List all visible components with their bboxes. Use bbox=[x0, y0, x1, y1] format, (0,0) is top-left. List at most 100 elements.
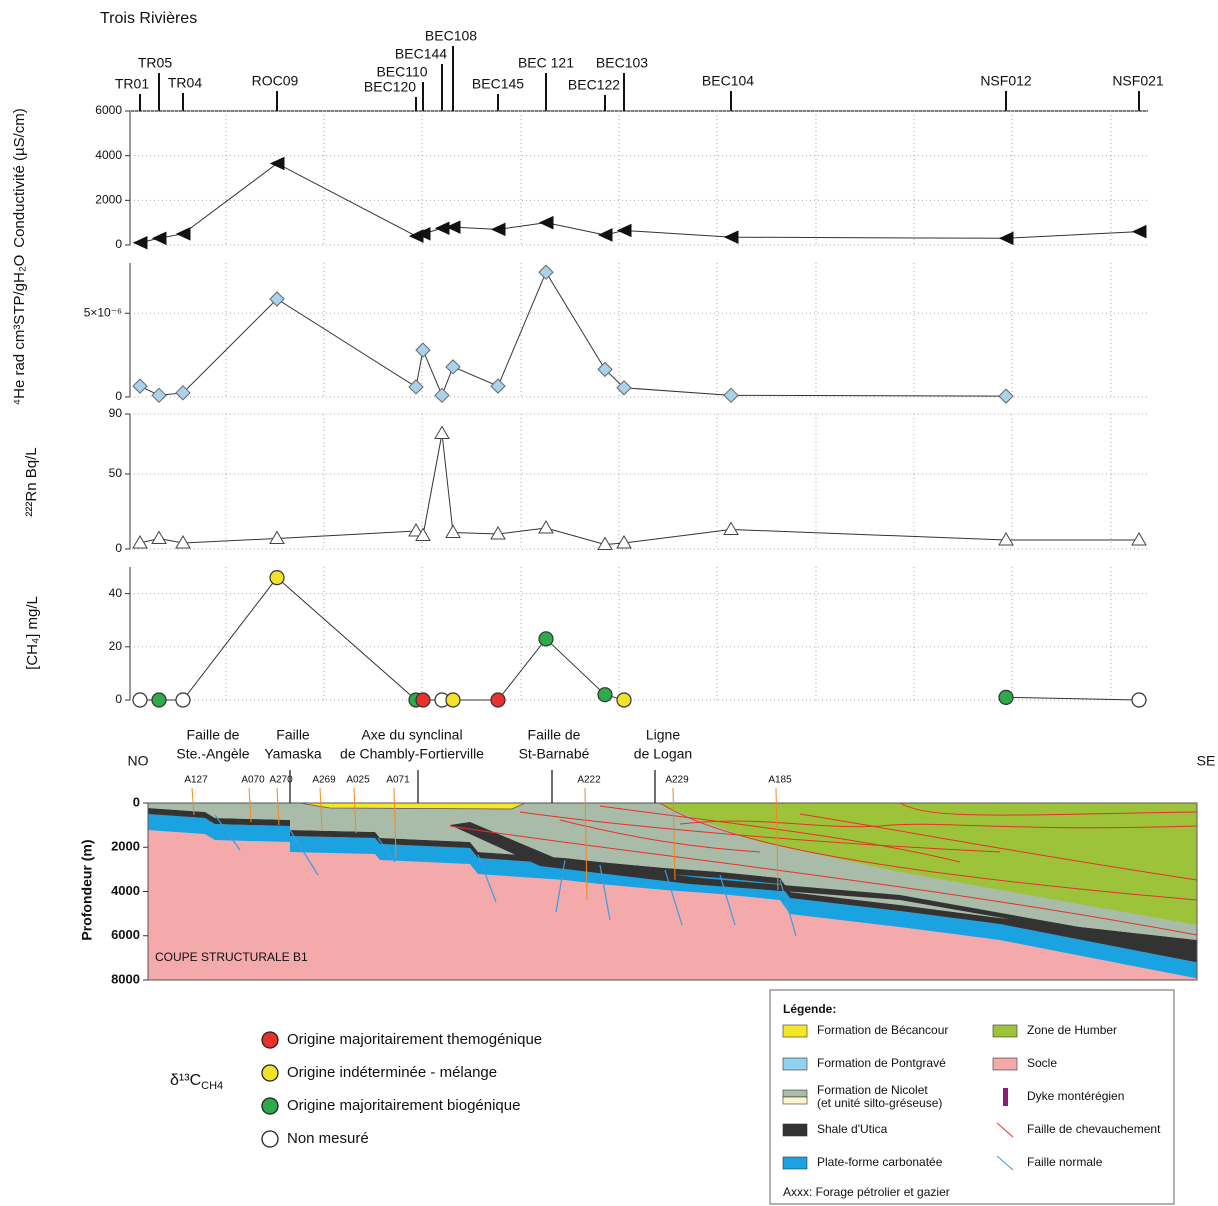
fault-label: St-Barnabé bbox=[519, 746, 590, 762]
well-label: BEC122 bbox=[568, 77, 620, 93]
y-tick-label: 4000 bbox=[95, 148, 122, 162]
thrust-fault bbox=[659, 802, 1198, 901]
marker bbox=[723, 387, 739, 404]
well-label: NSF021 bbox=[1112, 73, 1164, 89]
legend-title: Légende: bbox=[783, 1002, 836, 1016]
normal-fault bbox=[477, 854, 497, 903]
well-label: TR01 bbox=[115, 76, 149, 92]
marker bbox=[616, 223, 632, 238]
series-line bbox=[139, 271, 1007, 397]
marker bbox=[445, 692, 461, 708]
legend-swatch bbox=[261, 1130, 279, 1148]
panel: 0 20 40 [CH₄] mg/L bbox=[24, 567, 1148, 708]
legend-label: Zone de Humber bbox=[1027, 1023, 1117, 1037]
well-label: A270 bbox=[269, 775, 293, 786]
marker bbox=[269, 156, 285, 171]
marker bbox=[490, 378, 506, 394]
marker bbox=[132, 378, 148, 394]
marker bbox=[1131, 692, 1147, 708]
marker bbox=[723, 521, 739, 535]
thrust-fault bbox=[599, 805, 961, 863]
thrust-fault bbox=[799, 813, 1198, 881]
marker bbox=[490, 692, 506, 708]
legend-label: Dyke montérégien bbox=[1027, 1089, 1124, 1103]
well-label: NSF012 bbox=[980, 73, 1032, 89]
marker bbox=[408, 379, 424, 395]
legend-swatch bbox=[261, 1031, 279, 1049]
normal-fault bbox=[664, 869, 683, 926]
marker bbox=[151, 387, 167, 404]
well-label: BEC145 bbox=[472, 76, 524, 92]
legend-label: Origine majoritairement biogénique bbox=[287, 1097, 520, 1114]
y-tick-label: 0 bbox=[115, 692, 122, 706]
marker bbox=[415, 692, 431, 708]
panel: 0 5×10⁻⁶ ⁴He rad cm³STP/gH₂O bbox=[11, 255, 1148, 405]
legend-label: Formation de Nicolet bbox=[817, 1083, 928, 1097]
marker bbox=[269, 570, 285, 586]
fault-label: Ste.-Angèle bbox=[176, 746, 249, 762]
legend-label: Non mesuré bbox=[287, 1130, 369, 1147]
marker bbox=[415, 342, 431, 358]
fault-label: de Logan bbox=[634, 746, 692, 762]
y-tick-label: 4000 bbox=[111, 883, 140, 898]
legend-note: Axxx: Forage pétrolier et gazier bbox=[783, 1185, 950, 1199]
cross-section: 0 2000 4000 6000 8000 Profondeur (m) COUPE STR… bbox=[79, 727, 1216, 987]
y-tick-label: 50 bbox=[109, 466, 123, 480]
normal-fault bbox=[377, 837, 396, 863]
marker bbox=[415, 527, 431, 541]
panel: 0 2000 4000 6000 Conductivité (µS/cm) bbox=[11, 103, 1148, 251]
marker bbox=[408, 523, 424, 537]
marker bbox=[616, 380, 632, 396]
well-label: A269 bbox=[312, 775, 336, 786]
panel: 0 50 90 ²²²Rn Bq/L bbox=[23, 406, 1148, 555]
legend-frame bbox=[769, 989, 1175, 1205]
legend-label: Plate-forme carbonatée bbox=[817, 1155, 943, 1169]
marker bbox=[132, 535, 148, 549]
thrust-fault bbox=[519, 811, 1001, 853]
well-label: BEC120 bbox=[364, 79, 416, 95]
marker bbox=[616, 535, 632, 549]
marker bbox=[132, 235, 148, 250]
legend-swatch bbox=[996, 1122, 1014, 1138]
thrust-fault bbox=[449, 825, 1198, 936]
y-tick-label: 8000 bbox=[111, 971, 140, 986]
marker bbox=[998, 532, 1014, 546]
y-tick-label: 6000 bbox=[95, 103, 122, 117]
well-label: A071 bbox=[386, 775, 410, 786]
legend-swatch bbox=[261, 1064, 279, 1082]
marker bbox=[998, 231, 1014, 246]
legend-label: Faille normale bbox=[1027, 1155, 1103, 1169]
marker bbox=[175, 692, 191, 708]
well-label: A222 bbox=[577, 775, 601, 786]
humber bbox=[655, 803, 1197, 925]
marker bbox=[538, 215, 554, 230]
y-tick-label: 0 bbox=[115, 541, 122, 555]
section-title: COUPE STRUCTURALE B1 bbox=[155, 950, 308, 964]
legend-sublabel: (et unité silto-gréseuse) bbox=[817, 1096, 942, 1110]
fault-label: Faille de bbox=[187, 727, 240, 743]
well-trace bbox=[775, 787, 779, 891]
well-label: BEC104 bbox=[702, 73, 754, 89]
well-trace bbox=[672, 787, 676, 881]
well-label: A025 bbox=[346, 775, 370, 786]
y-tick-label: 40 bbox=[109, 586, 123, 600]
well-trace bbox=[319, 787, 323, 831]
marker bbox=[597, 228, 613, 242]
series-line bbox=[139, 433, 1139, 546]
marker bbox=[151, 231, 167, 246]
marker bbox=[538, 264, 554, 280]
marker bbox=[269, 291, 285, 307]
marker bbox=[538, 631, 554, 647]
legend-swatch bbox=[782, 1024, 808, 1038]
marker bbox=[998, 689, 1014, 705]
y-axis-label: ²²²Rn Bq/L bbox=[23, 447, 40, 516]
fault-label: Faille bbox=[276, 727, 310, 743]
y-axis-label: [CH₄] mg/L bbox=[24, 596, 41, 670]
y-tick-label: 0 bbox=[115, 389, 122, 403]
well-trace bbox=[393, 787, 397, 859]
normal-fault bbox=[599, 864, 611, 921]
y-tick-label: 2000 bbox=[111, 839, 140, 854]
marker bbox=[175, 385, 191, 401]
